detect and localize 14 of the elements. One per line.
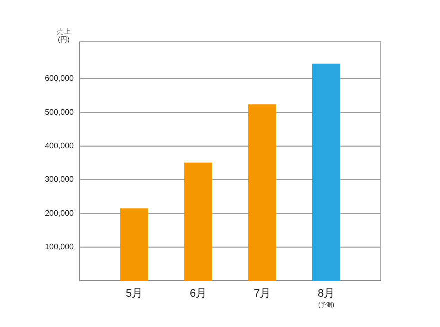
- x-tick-label: 5月: [126, 288, 144, 300]
- y-tick-label: 500,000: [45, 108, 75, 117]
- bar: [184, 162, 212, 281]
- y-tick-label: 600,000: [45, 74, 75, 84]
- y-tick-label: 400,000: [45, 141, 75, 150]
- y-tick-label: 200,000: [45, 208, 75, 218]
- x-tick-label: 8月: [318, 288, 336, 300]
- x-tick-label: 7月: [254, 288, 272, 300]
- bar: [248, 104, 276, 281]
- x-tick-label: 6月: [190, 288, 208, 300]
- y-tick-label: 100,000: [45, 242, 75, 252]
- y-tick-label: 300,000: [45, 175, 75, 184]
- bar: [312, 64, 340, 281]
- bar: [120, 208, 148, 281]
